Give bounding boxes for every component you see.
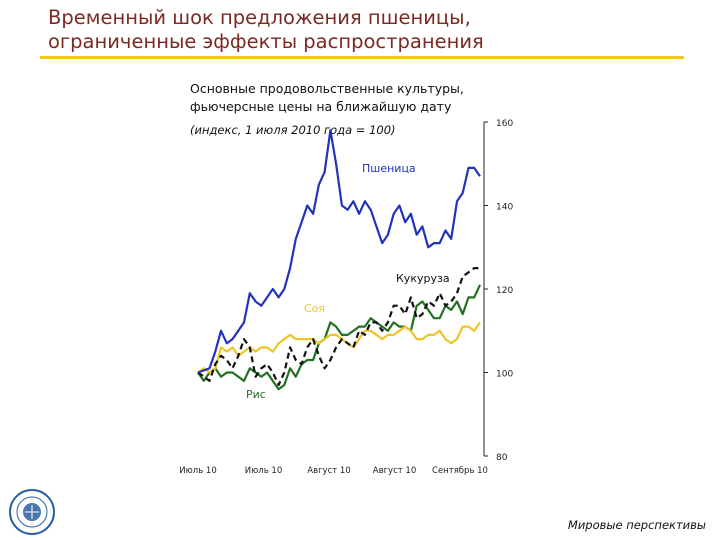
x-tick-label: Сентябрь 10: [432, 466, 488, 476]
y-tick-label: 80: [496, 453, 508, 463]
y-tick-label: 160: [496, 119, 513, 129]
slide-title-line2: ограниченные эффекты распространения: [48, 30, 484, 53]
chart-title-line1: Основные продовольственные культуры,: [190, 81, 464, 96]
slide-title: Временный шок предложения пшеницы, огран…: [48, 6, 484, 54]
y-tick-label: 140: [496, 203, 513, 213]
x-tick-label: Июль 10: [179, 466, 216, 476]
series-line-2: [197, 321, 481, 374]
series-line-0: [197, 129, 481, 374]
y-tick-label: 100: [496, 370, 513, 380]
series-label-0: Пшеница: [362, 162, 416, 175]
chart-title-line2: фьючерсные цены на ближайшую дату: [190, 99, 452, 114]
footer-label: Мировые перспективы: [567, 518, 706, 532]
slide-title-line1: Временный шок предложения пшеницы,: [48, 6, 471, 29]
x-tick-label: Август 10: [307, 466, 350, 476]
series-label-3: Рис: [246, 388, 266, 401]
chart-subtitle: (индекс, 1 июля 2010 года = 100): [190, 123, 396, 137]
series-label-2: Соя: [304, 302, 325, 315]
y-tick-label: 120: [496, 286, 513, 296]
series-line-1: [197, 267, 480, 387]
imf-seal-icon: [9, 489, 55, 535]
chart-title: Основные продовольственные культуры, фью…: [190, 80, 464, 116]
title-underline: [40, 56, 684, 59]
x-tick-label: Июль 10: [245, 466, 282, 476]
series-label-1: Кукуруза: [396, 272, 450, 285]
series-line-3: [197, 284, 481, 391]
x-tick-label: Август 10: [373, 466, 416, 476]
